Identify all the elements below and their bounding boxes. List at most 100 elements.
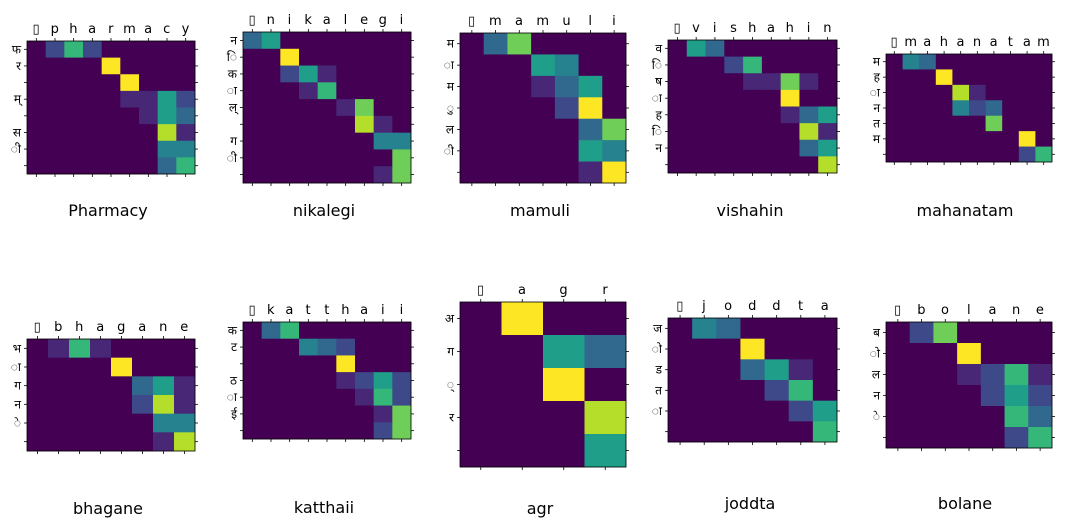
heatmap-cell	[45, 157, 65, 175]
heatmap-cell	[483, 97, 508, 120]
heatmap-cell	[243, 115, 262, 133]
heatmap-cell	[45, 124, 65, 142]
x-tick-label: n	[159, 320, 168, 335]
heatmap-cell	[909, 406, 934, 428]
heatmap-cell	[111, 395, 133, 414]
x-tick-label: n	[1012, 303, 1021, 318]
heatmap-cell	[692, 400, 717, 422]
x-tick-label: g	[379, 13, 388, 28]
heatmap-cell	[740, 380, 765, 401]
heatmap-cell	[317, 166, 337, 184]
heatmap-cell	[799, 139, 819, 157]
heatmap-panel: ▯ j o d d t aजोडताjoddta	[652, 299, 840, 513]
heatmap-cell	[27, 107, 46, 125]
y-tick-label: म्	[14, 92, 23, 107]
y-tick-label: न	[230, 33, 237, 47]
heatmap-cell	[392, 32, 412, 50]
heatmap-cell	[507, 33, 532, 55]
heatmap-cell	[176, 57, 196, 75]
heatmap-cell	[668, 139, 688, 157]
heatmap-cell	[299, 149, 318, 167]
heatmap-cell	[780, 106, 800, 124]
heatmap-cell	[743, 56, 763, 74]
heatmap-cell	[243, 405, 262, 423]
x-tick-label: v	[692, 21, 700, 36]
heatmap-cell	[48, 339, 70, 358]
heatmap-cell	[886, 131, 903, 147]
x-tick-label: n	[973, 35, 982, 50]
y-tick-label: ि	[652, 58, 662, 72]
heatmap-cell	[501, 302, 544, 336]
heatmap-cell	[764, 400, 790, 422]
heatmap-cell	[969, 100, 986, 117]
heatmap-cell	[743, 106, 763, 124]
heatmap-cell	[761, 56, 781, 74]
x-tick-label: u	[562, 14, 571, 29]
heatmap-cell	[602, 75, 627, 98]
heatmap-cell	[355, 65, 374, 83]
heatmap-cell	[724, 139, 744, 157]
heatmap-cell	[886, 69, 903, 86]
heatmap-cell	[153, 413, 175, 433]
heatmap-cell	[692, 380, 717, 401]
heatmap-cell	[668, 123, 688, 141]
heatmap-cell	[261, 115, 281, 133]
heatmap-cell	[153, 376, 175, 396]
heatmap-cell	[1028, 385, 1053, 407]
heatmap-cell	[280, 82, 300, 100]
heatmap-cell	[120, 57, 140, 75]
heatmap-cell	[355, 32, 374, 50]
x-tick-label: h	[75, 320, 84, 335]
y-tick-label: ा	[227, 84, 238, 98]
y-tick-label: न	[655, 141, 662, 155]
heatmap-cell	[139, 157, 158, 175]
y-tick-label: म	[447, 37, 455, 51]
heatmap-cell	[336, 166, 356, 184]
heatmap-cell	[243, 388, 262, 406]
heatmap-cell	[139, 74, 158, 92]
heatmap-cell	[919, 54, 937, 70]
heatmap-cell	[45, 57, 65, 75]
heatmap-cell	[355, 388, 374, 406]
heatmap-caption: mamuli	[510, 201, 570, 220]
y-tick-label: र	[16, 59, 22, 73]
heatmap-cell	[27, 157, 46, 175]
heatmap-cell	[280, 115, 300, 133]
heatmap-cell	[280, 405, 300, 423]
heatmap-cell	[27, 376, 49, 396]
heatmap-cell	[261, 405, 281, 423]
heatmap-cell	[45, 140, 65, 158]
heatmap-cell	[460, 434, 502, 468]
heatmap-cell	[980, 427, 1005, 449]
heatmap-cell	[668, 421, 693, 443]
heatmap-cell	[919, 69, 937, 86]
heatmap-cell	[952, 69, 970, 86]
heatmap-cell	[243, 422, 262, 440]
heatmap-cell	[336, 149, 356, 167]
heatmap-cell	[985, 54, 1003, 70]
heatmap-cell	[139, 107, 158, 125]
heatmap-cell	[336, 48, 356, 66]
heatmap-cell	[935, 69, 953, 86]
heatmap-cell	[261, 99, 281, 117]
x-tick-label: r	[602, 283, 608, 298]
heatmap-cell	[799, 156, 819, 174]
heatmap-caption: mahanatam	[917, 201, 1014, 220]
heatmap-cell	[1035, 84, 1053, 101]
heatmap-cell	[243, 99, 262, 117]
heatmap-cell	[668, 156, 688, 174]
heatmap-cell	[280, 388, 300, 406]
heatmap-cell	[919, 115, 937, 132]
heatmap-cell	[483, 33, 508, 55]
heatmap-cell	[392, 65, 412, 83]
heatmap-cell	[317, 115, 337, 133]
x-tick-label: m	[1037, 35, 1050, 50]
heatmap-cell	[952, 54, 970, 70]
heatmap-cell	[174, 376, 196, 396]
x-tick-label: ▯	[674, 21, 682, 36]
x-tick-label: p	[51, 22, 60, 37]
heatmap-cell	[317, 422, 337, 440]
heatmap-cell	[743, 89, 763, 107]
heatmap-cell	[584, 434, 627, 468]
